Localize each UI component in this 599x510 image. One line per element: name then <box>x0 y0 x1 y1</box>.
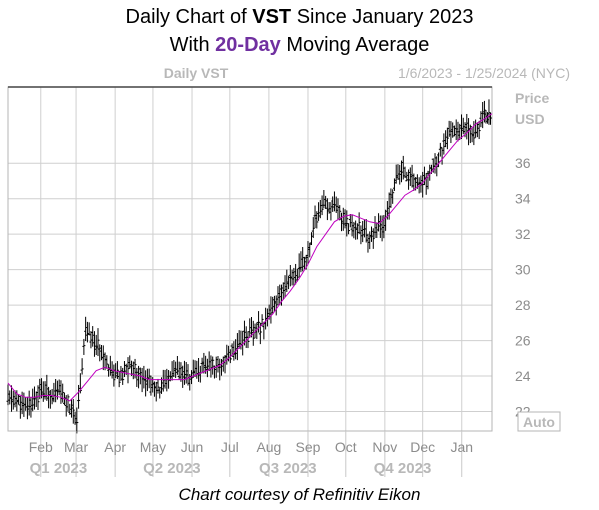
auto-scale-label[interactable]: Auto <box>523 414 555 430</box>
x-month-label: Sep <box>296 439 321 455</box>
y-tick-label: 28 <box>515 297 531 313</box>
chart-title-line-1: Daily Chart of VST Since January 2023 <box>0 6 599 29</box>
chart-header-label: Daily VST <box>164 65 229 81</box>
title-suffix: Since January 2023 <box>291 6 474 28</box>
subtitle-suffix: Moving Average <box>280 34 430 56</box>
moving-average-line <box>7 113 493 402</box>
x-month-label: Oct <box>335 439 357 455</box>
x-month-label: Jan <box>450 439 473 455</box>
x-quarter-label: Q3 2023 <box>259 460 317 477</box>
currency-axis-label: USD <box>515 111 545 127</box>
y-tick-label: 32 <box>515 226 531 242</box>
x-month-label: Nov <box>372 439 397 455</box>
chart-credit: Chart courtesy of Refinitiv Eikon <box>178 485 421 504</box>
x-quarter-label: Q1 2023 <box>30 460 88 477</box>
chart-date-range: 1/6/2023 - 1/25/2024 (NYC) <box>398 65 570 81</box>
x-month-label: Feb <box>29 439 53 455</box>
x-month-label: May <box>140 439 166 455</box>
y-tick-label: 36 <box>515 155 531 171</box>
x-month-label: Jun <box>181 439 204 455</box>
x-quarter-label: Q4 2023 <box>374 460 432 477</box>
price-axis-label: Price <box>515 90 549 106</box>
auto-scale-button[interactable] <box>517 411 561 432</box>
x-quarter-label: Q2 2023 <box>143 460 201 477</box>
x-month-label: Apr <box>104 439 126 455</box>
x-month-label: Mar <box>64 439 88 455</box>
x-month-label: Aug <box>256 439 281 455</box>
title-prefix: Daily Chart of <box>125 6 253 28</box>
x-month-label: Dec <box>410 439 435 455</box>
y-tick-label: 34 <box>515 191 531 207</box>
price-bars <box>6 99 492 434</box>
x-axis-ticks: Feb Mar Apr May Jun Jul Aug Sep Oct Nov Dec Jan Q1 2… <box>29 431 473 477</box>
y-tick-label: 24 <box>515 368 531 384</box>
grid <box>8 87 492 431</box>
chart-title-line-2: With 20-Day Moving Average <box>0 34 599 57</box>
title-ticker: VST <box>252 6 292 28</box>
subtitle-highlight: 20-Day <box>215 34 281 56</box>
price-chart: Daily VST 1/6/2023 - 1/25/2024 (NYC) Pri… <box>6 65 570 477</box>
subtitle-prefix: With <box>169 34 216 56</box>
y-tick-label: 30 <box>515 262 531 278</box>
y-tick-label: 26 <box>515 333 531 349</box>
x-month-label: Jul <box>221 439 239 455</box>
